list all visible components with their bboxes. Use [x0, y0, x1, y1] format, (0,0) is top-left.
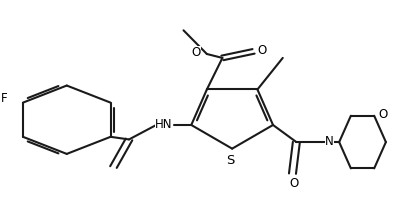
- Text: O: O: [378, 108, 387, 121]
- Text: HN: HN: [155, 118, 173, 131]
- Text: O: O: [258, 44, 267, 57]
- Text: F: F: [1, 92, 8, 105]
- Text: O: O: [191, 46, 200, 59]
- Text: O: O: [290, 177, 299, 190]
- Text: N: N: [325, 135, 334, 148]
- Text: S: S: [226, 154, 234, 167]
